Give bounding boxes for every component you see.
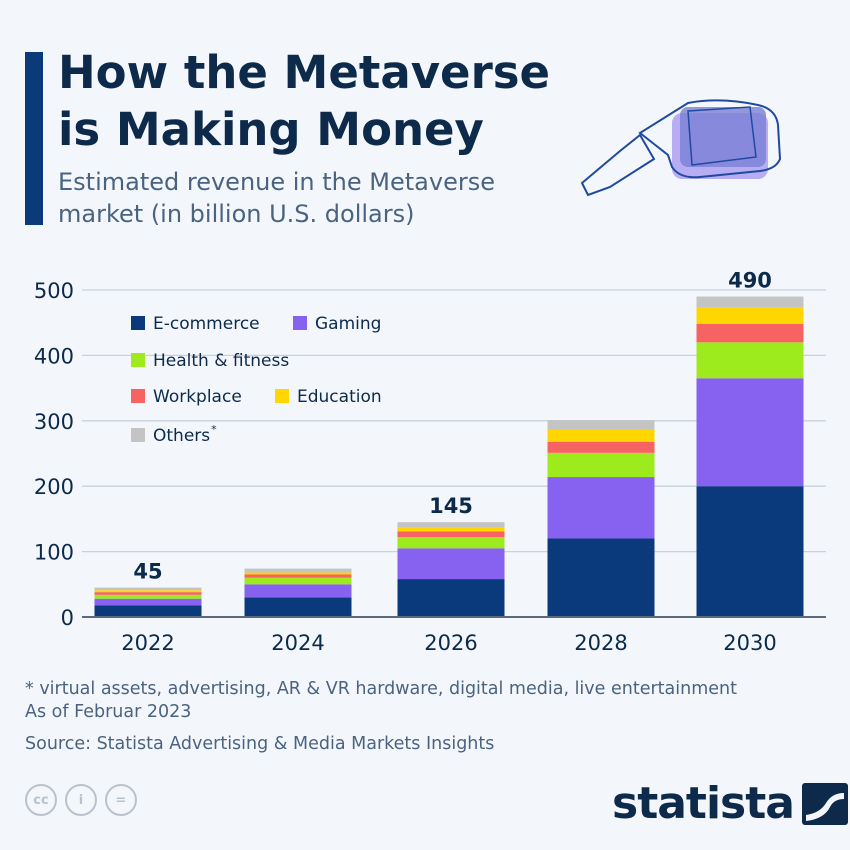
bar-segment-health-fitness: [94, 594, 202, 599]
bar-segment-education: [547, 429, 655, 442]
source: Source: Statista Advertising & Media Mar…: [25, 734, 495, 754]
bar-segment-gaming: [547, 477, 655, 539]
x-tick-label: 2022: [121, 631, 174, 655]
legend-swatch: [131, 353, 145, 367]
bar-segment-workplace: [547, 441, 655, 453]
y-tick-label: 400: [34, 344, 74, 368]
logo-text: statista: [612, 778, 795, 829]
x-tick-label: 2030: [723, 631, 776, 655]
bar-segment-e-commerce: [547, 538, 655, 617]
footnote: * virtual assets, advertising, AR & VR h…: [25, 679, 737, 699]
bar-segment-workplace: [244, 574, 352, 578]
bar-segment-education: [696, 307, 804, 325]
y-tick-label: 100: [34, 541, 74, 565]
bar-segment-others: [397, 522, 505, 528]
legend-label-education: Education: [297, 387, 382, 407]
cc-icon[interactable]: cc: [25, 784, 57, 816]
bar-segment-e-commerce: [94, 605, 202, 617]
bar-segment-education: [397, 527, 505, 532]
total-label: 145: [429, 494, 473, 518]
bar-segment-workplace: [94, 592, 202, 595]
as-of-date: As of Februar 2023: [25, 702, 192, 722]
legend-swatch: [131, 389, 145, 403]
legend-label-health-fitness: Health & fitness: [153, 351, 289, 371]
vr-headset-icon: [580, 99, 782, 197]
statista-logo-icon: [801, 782, 848, 825]
bar-segment-others: [696, 296, 804, 308]
y-tick-label: 0: [61, 606, 74, 630]
bar-segment-gaming: [696, 378, 804, 487]
page-title: How the Metaverse is Making Money: [58, 46, 551, 156]
bar-segment-e-commerce: [696, 486, 804, 617]
attribution-icon[interactable]: i: [65, 784, 97, 816]
bar-segment-health-fitness: [547, 452, 655, 478]
bar-segment-health-fitness: [696, 342, 804, 379]
x-tick-label: 2024: [271, 631, 324, 655]
bar-segment-others: [94, 587, 202, 591]
bar-segment-education: [244, 572, 352, 575]
bar-segment-workplace: [397, 531, 505, 538]
bar-segment-e-commerce: [244, 597, 352, 617]
bar-segment-education: [94, 590, 202, 593]
chart-notes: * virtual assets, advertising, AR & VR h…: [25, 678, 737, 756]
y-tick-label: 200: [34, 475, 74, 499]
x-tick-label: 2028: [574, 631, 627, 655]
total-label: 490: [728, 269, 772, 293]
legend-swatch: [131, 428, 145, 442]
bar-segment-health-fitness: [244, 577, 352, 585]
bar-segment-gaming: [397, 548, 505, 580]
no-derivatives-icon[interactable]: =: [105, 784, 137, 816]
bar-segment-gaming: [94, 598, 202, 606]
bar-segment-others: [244, 568, 352, 573]
legend-footnote-marker: *: [211, 423, 217, 436]
y-tick-label: 500: [34, 279, 74, 303]
statista-logo[interactable]: statista: [612, 778, 848, 829]
bar-segment-e-commerce: [397, 579, 505, 617]
legend-label-workplace: Workplace: [153, 387, 242, 407]
license-icons[interactable]: cc i =: [25, 784, 137, 816]
total-label: 45: [133, 560, 162, 584]
page-subtitle: Estimated revenue in the Metaverse marke…: [58, 168, 495, 228]
legend-swatch: [293, 316, 307, 330]
bar-segment-gaming: [244, 584, 352, 598]
legend-label-gaming: Gaming: [315, 314, 381, 334]
legend-swatch: [131, 316, 145, 330]
legend-label-others: Others: [153, 426, 210, 446]
bar-segment-workplace: [696, 324, 804, 343]
y-tick-label: 300: [34, 410, 74, 434]
legend-swatch: [275, 389, 289, 403]
x-tick-label: 2026: [424, 631, 477, 655]
title-accent-bar: [25, 52, 43, 225]
legend-label-e-commerce: E-commerce: [153, 314, 260, 334]
bar-segment-health-fitness: [397, 537, 505, 549]
stacked-bar-chart: 0 100 200 300 400 500 2022 45 2024 2026 145 2028 203…: [34, 269, 826, 655]
bar-segment-others: [547, 420, 655, 430]
